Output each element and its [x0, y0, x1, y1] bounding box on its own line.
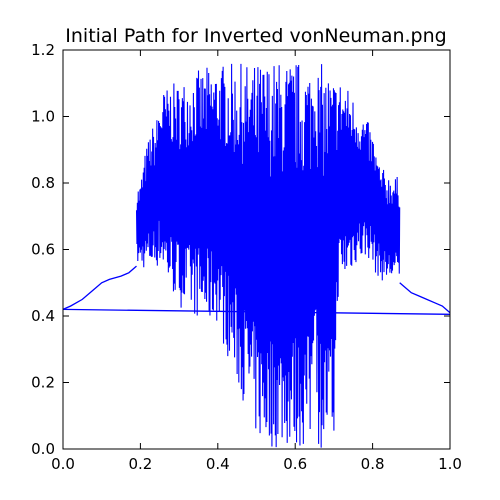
x-tick-label: 0.8	[361, 455, 385, 473]
y-tick-label: 0.6	[31, 241, 55, 259]
x-tick-label: 1.0	[438, 455, 462, 473]
chart-title: Initial Path for Inverted vonNeuman.png	[65, 25, 446, 47]
axis-ticks: 0.0 0.2 0.4 0.6 0.8 1.0 0.0 0.2 0.4 0.6 0.8 1.0 1.2	[31, 41, 462, 473]
y-tick-label: 0.0	[31, 440, 55, 458]
x-tick-label: 0.6	[283, 455, 307, 473]
series-line-oscillation	[135, 63, 401, 448]
y-tick-label: 0.8	[31, 174, 55, 192]
y-tick-label: 1.0	[31, 108, 55, 126]
series-line-2	[62, 265, 137, 310]
y-tick-label: 0.2	[31, 374, 55, 392]
y-tick-label: 0.4	[31, 307, 55, 325]
series-line-3	[399, 282, 451, 314]
x-tick-label: 0.4	[206, 455, 230, 473]
y-tick-label: 1.2	[31, 41, 55, 59]
plot-area	[62, 63, 451, 448]
x-tick-label: 0.2	[128, 455, 152, 473]
x-tick-label: 0.0	[51, 455, 75, 473]
